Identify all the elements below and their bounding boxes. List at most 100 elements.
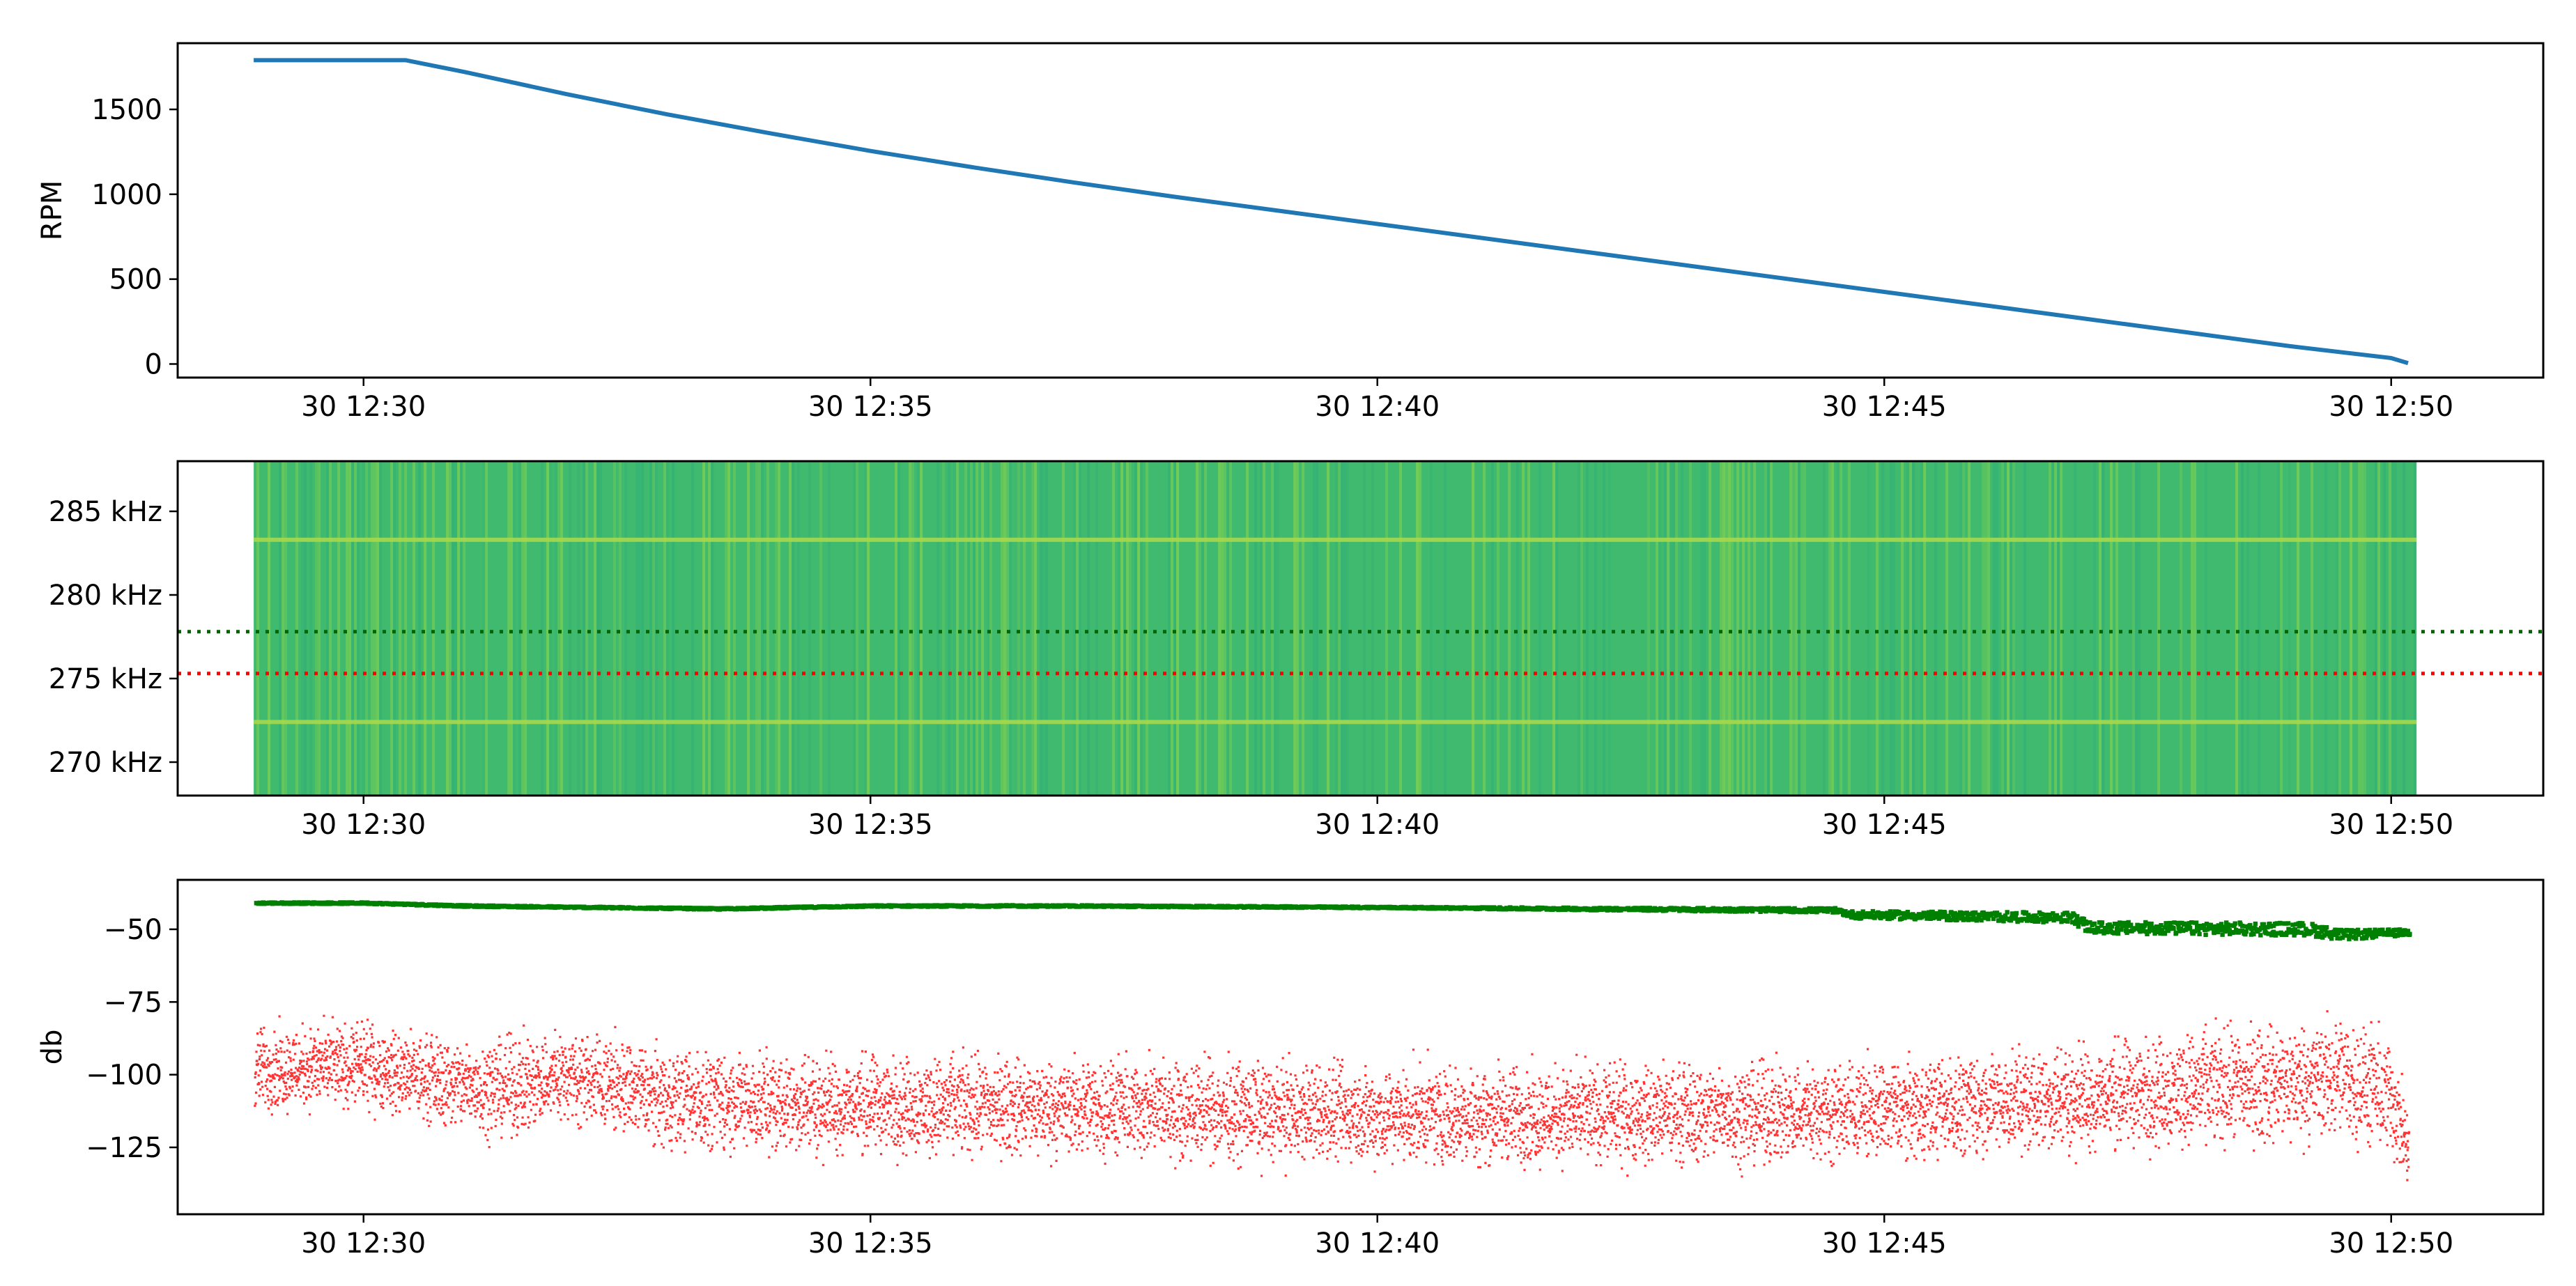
spectrogram-column <box>279 461 282 796</box>
spectrogram-column <box>1658 461 1662 796</box>
spectrogram-column <box>337 461 341 796</box>
spectrogram-column <box>635 461 639 796</box>
spectrogram-column <box>641 461 645 796</box>
spectrogram-column <box>1087 461 1090 796</box>
spectrogram-column <box>727 461 731 796</box>
spectrogram-column <box>2110 461 2113 796</box>
spectrogram-column <box>1578 461 1581 796</box>
x-tick-label: 30 12:30 <box>301 809 426 841</box>
spectrogram-column <box>666 461 670 796</box>
spectrogram-column <box>1302 461 1305 796</box>
spectrogram-column <box>1023 461 1026 796</box>
spectrogram-column <box>1045 461 1049 796</box>
db-panel: 30 12:30 30 12:35 30 12:40 30 12:45 30 12:50… <box>36 878 2545 1260</box>
spectrogram-column <box>362 461 366 796</box>
rpm-x-axis: 30 12:30 30 12:35 30 12:40 30 12:45 30 12:50 <box>301 378 2453 423</box>
spectrogram-column <box>2258 461 2261 796</box>
spectrogram-column <box>594 461 597 796</box>
spectrogram-column <box>1906 461 1910 796</box>
spectrogram-column <box>1909 461 1913 796</box>
x-tick-label: 30 12:30 <box>301 1227 426 1260</box>
spectrogram-column <box>1968 461 1971 796</box>
spectrogram-column <box>1363 461 1366 796</box>
spectrogram-column <box>867 461 870 796</box>
spectrogram-column <box>1800 461 1804 796</box>
x-tick-label: 30 12:45 <box>1822 809 1947 841</box>
spectrogram-column <box>1260 461 1263 796</box>
spectrogram-column <box>1912 461 1915 796</box>
spectrogram-column <box>1876 461 1879 796</box>
spectrogram-column <box>967 461 971 796</box>
spectrogram-column <box>1006 461 1010 796</box>
spectrogram-column <box>371 461 374 796</box>
spectrogram-column <box>1296 461 1299 796</box>
spectrogram-column <box>1430 461 1433 796</box>
db-plot-area <box>254 900 2412 1182</box>
spectrogram-column <box>513 461 516 796</box>
spectrogram-column <box>1748 461 1751 796</box>
spectrogram-column <box>2023 461 2027 796</box>
spectrogram-column <box>2193 461 2197 796</box>
y-tick-label: 270 kHz <box>49 747 162 779</box>
spectrogram-column <box>1555 461 1559 796</box>
spectrogram-column <box>1522 461 1525 796</box>
spectrogram-column <box>638 461 642 796</box>
spectrogram-column <box>404 461 408 796</box>
y-tick-label: −75 <box>104 986 162 1018</box>
spectrogram-column <box>1580 461 1584 796</box>
spectrogram-column <box>655 461 658 796</box>
spectrogram-column <box>412 461 416 796</box>
spectrogram-column <box>1246 461 1249 796</box>
spectrogram-column <box>599 461 603 796</box>
spectrogram-column <box>1399 461 1403 796</box>
spectrogram-column <box>2377 461 2381 796</box>
spectrogram-column <box>1764 461 1768 796</box>
spectrogram-column <box>975 461 979 796</box>
x-tick-label: 30 12:30 <box>301 391 426 423</box>
spectrogram-column <box>1770 461 1773 796</box>
spectrogram-column <box>1126 461 1129 796</box>
y-tick-label: 285 kHz <box>49 496 162 528</box>
spectrogram-column <box>2241 461 2244 796</box>
spectrogram-column <box>577 461 580 796</box>
spectrogram-column <box>452 461 455 796</box>
spectrogram-column <box>2350 461 2353 796</box>
spectrogram-column <box>2338 461 2342 796</box>
spectrogram-column <box>828 461 831 796</box>
spectrogram-column <box>569 461 572 796</box>
spectrogram-column <box>911 461 915 796</box>
spectrogram-column <box>348 461 352 796</box>
spectrogram-column <box>1681 461 1684 796</box>
spectrogram-column <box>936 461 940 796</box>
spectrogram-column <box>1017 461 1021 796</box>
spectrogram-column <box>1993 461 1996 796</box>
spectrogram-column <box>649 461 653 796</box>
spectrogram-column <box>1803 461 1807 796</box>
spectrogram-column <box>1277 461 1280 796</box>
spectrogram-column <box>1134 461 1138 796</box>
spectrogram-column <box>1042 461 1046 796</box>
spectrogram-column <box>2403 461 2406 796</box>
spectrogram-column <box>2324 461 2328 796</box>
spectrogram-column <box>766 461 770 796</box>
spectrogram-column <box>2051 461 2055 796</box>
spectrogram-column <box>1987 461 1991 796</box>
spectrogram-panel: 30 12:30 30 12:35 30 12:40 30 12:45 30 12:50… <box>49 460 2545 841</box>
spectrogram-column <box>560 461 564 796</box>
spectrogram-column <box>853 461 856 796</box>
spectrogram-column <box>624 461 628 796</box>
spectrogram-column <box>1204 461 1208 796</box>
x-tick-label: 30 12:45 <box>1822 391 1947 423</box>
spectrogram-column <box>1669 461 1673 796</box>
spectrogram-column <box>1271 461 1274 796</box>
spectrogram-column <box>856 461 859 796</box>
spectrogram-column <box>1594 461 1598 796</box>
spectrogram-column <box>357 461 360 796</box>
spectrogram-column <box>2311 461 2314 796</box>
spectrogram-column <box>365 461 369 796</box>
spectrogram-column <box>2414 461 2417 796</box>
spectrogram-column <box>376 461 380 796</box>
spectrogram-column <box>981 461 985 796</box>
spectrogram-x-axis: 30 12:30 30 12:35 30 12:40 30 12:45 30 12:50 <box>301 796 2453 841</box>
